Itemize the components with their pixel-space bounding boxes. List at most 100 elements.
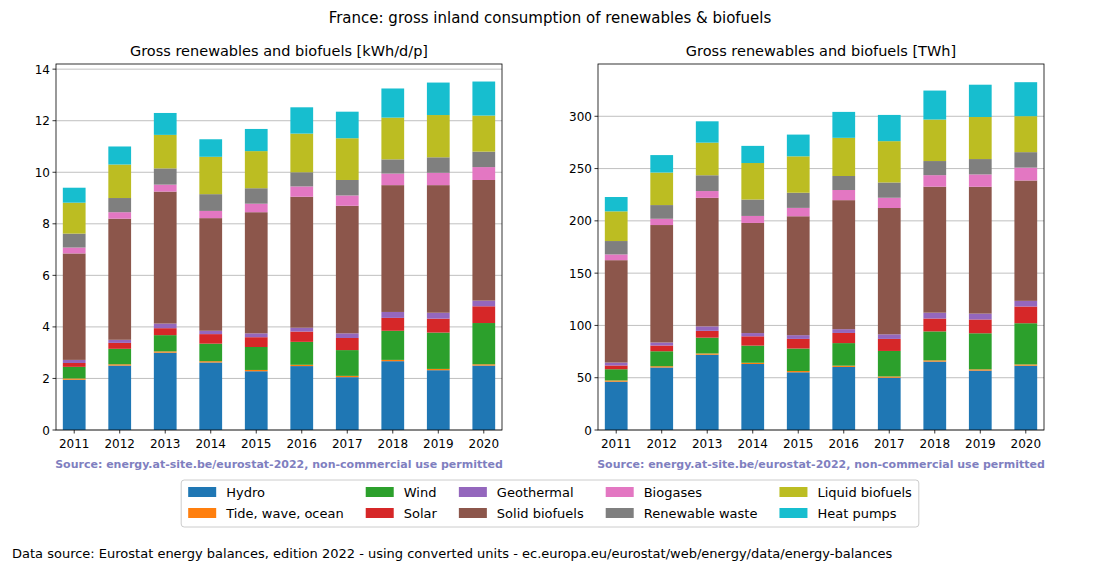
legend-label: Heat pumps [817, 506, 896, 521]
bar [63, 360, 86, 363]
bar [741, 200, 764, 216]
bar [154, 351, 177, 352]
figure: France: gross inland consumption of rene… [0, 0, 1100, 572]
legend-label: Solar [404, 506, 438, 521]
bar [154, 353, 177, 430]
bar [381, 88, 404, 117]
bar [336, 112, 359, 139]
bar [696, 338, 719, 354]
bar [605, 363, 628, 366]
legend-label: Tide, wave, ocean [225, 506, 344, 521]
bar [969, 159, 992, 174]
bar [650, 342, 673, 345]
source-note: Source: energy.at-site.be/eurostat-2022,… [55, 458, 503, 471]
bar [696, 175, 719, 191]
bar [336, 180, 359, 195]
x-tick-label: 2013 [692, 437, 723, 451]
bar [605, 260, 628, 362]
bar [245, 188, 268, 203]
y-tick [53, 275, 57, 276]
y-tick-label: 300 [569, 110, 592, 124]
bars [63, 82, 495, 430]
legend-swatch [779, 487, 807, 497]
y-tick-label: 150 [569, 267, 592, 281]
bar [381, 318, 404, 331]
y-tick-label: 8 [42, 217, 50, 231]
bar [427, 185, 450, 313]
bar [969, 319, 992, 333]
bar [1014, 116, 1037, 152]
x-tick [616, 430, 617, 434]
bar [787, 156, 810, 192]
bar [245, 371, 268, 430]
x-tick [74, 430, 75, 434]
bar [832, 138, 855, 176]
bar [1014, 323, 1037, 364]
bar [1014, 364, 1037, 365]
bar [154, 192, 177, 324]
bar [923, 362, 946, 430]
bar [878, 141, 901, 182]
legend-label: Biogases [644, 485, 702, 500]
bar [696, 326, 719, 330]
x-tick [119, 430, 120, 434]
bar [787, 216, 810, 335]
bar [878, 208, 901, 334]
x-tick-label: 2018 [378, 437, 409, 451]
x-tick [210, 430, 211, 434]
bar [472, 152, 495, 167]
legend-swatch [459, 487, 487, 497]
bar [605, 197, 628, 211]
bar [199, 194, 222, 211]
bar [108, 146, 131, 164]
bar [245, 212, 268, 333]
bar [1014, 152, 1037, 167]
bar [245, 333, 268, 337]
x-tick [980, 430, 981, 434]
bar [832, 200, 855, 329]
bar [878, 182, 901, 197]
bar [1014, 180, 1037, 300]
bar [878, 378, 901, 430]
bar [381, 185, 404, 312]
x-tick-label: 2014 [737, 437, 768, 451]
x-tick-label: 2018 [920, 437, 951, 451]
bar [154, 168, 177, 184]
x-tick [347, 430, 348, 434]
y-tick [595, 325, 599, 326]
bar [969, 85, 992, 117]
x-tick [798, 430, 799, 434]
bar [199, 362, 222, 430]
y-tick [595, 430, 599, 431]
x-tick [1025, 430, 1026, 434]
bar [878, 351, 901, 377]
y-tick-label: 6 [42, 269, 50, 283]
chart-title: Gross renewables and biofuels [TWh] [686, 43, 956, 59]
bar [969, 174, 992, 186]
bar [650, 225, 673, 342]
bar [741, 216, 764, 223]
bar [336, 377, 359, 430]
y-tick [595, 273, 599, 274]
bar [741, 163, 764, 199]
y-tick [53, 69, 57, 70]
y-tick-label: 10 [35, 166, 50, 180]
x-tick [707, 430, 708, 434]
x-tick-label: 2019 [423, 437, 454, 451]
bar [832, 329, 855, 333]
bar [245, 204, 268, 213]
bar [427, 83, 450, 115]
bar [472, 167, 495, 180]
bar [969, 314, 992, 320]
bar [878, 115, 901, 141]
bar [787, 349, 810, 371]
grid-line [56, 69, 502, 70]
bar [427, 157, 450, 172]
bar [381, 174, 404, 186]
bar [427, 173, 450, 185]
y-tick-label: 2 [42, 372, 50, 386]
bar [969, 369, 992, 370]
bar [245, 370, 268, 371]
bar [290, 332, 313, 342]
x-tick-label: 2020 [1011, 437, 1042, 451]
